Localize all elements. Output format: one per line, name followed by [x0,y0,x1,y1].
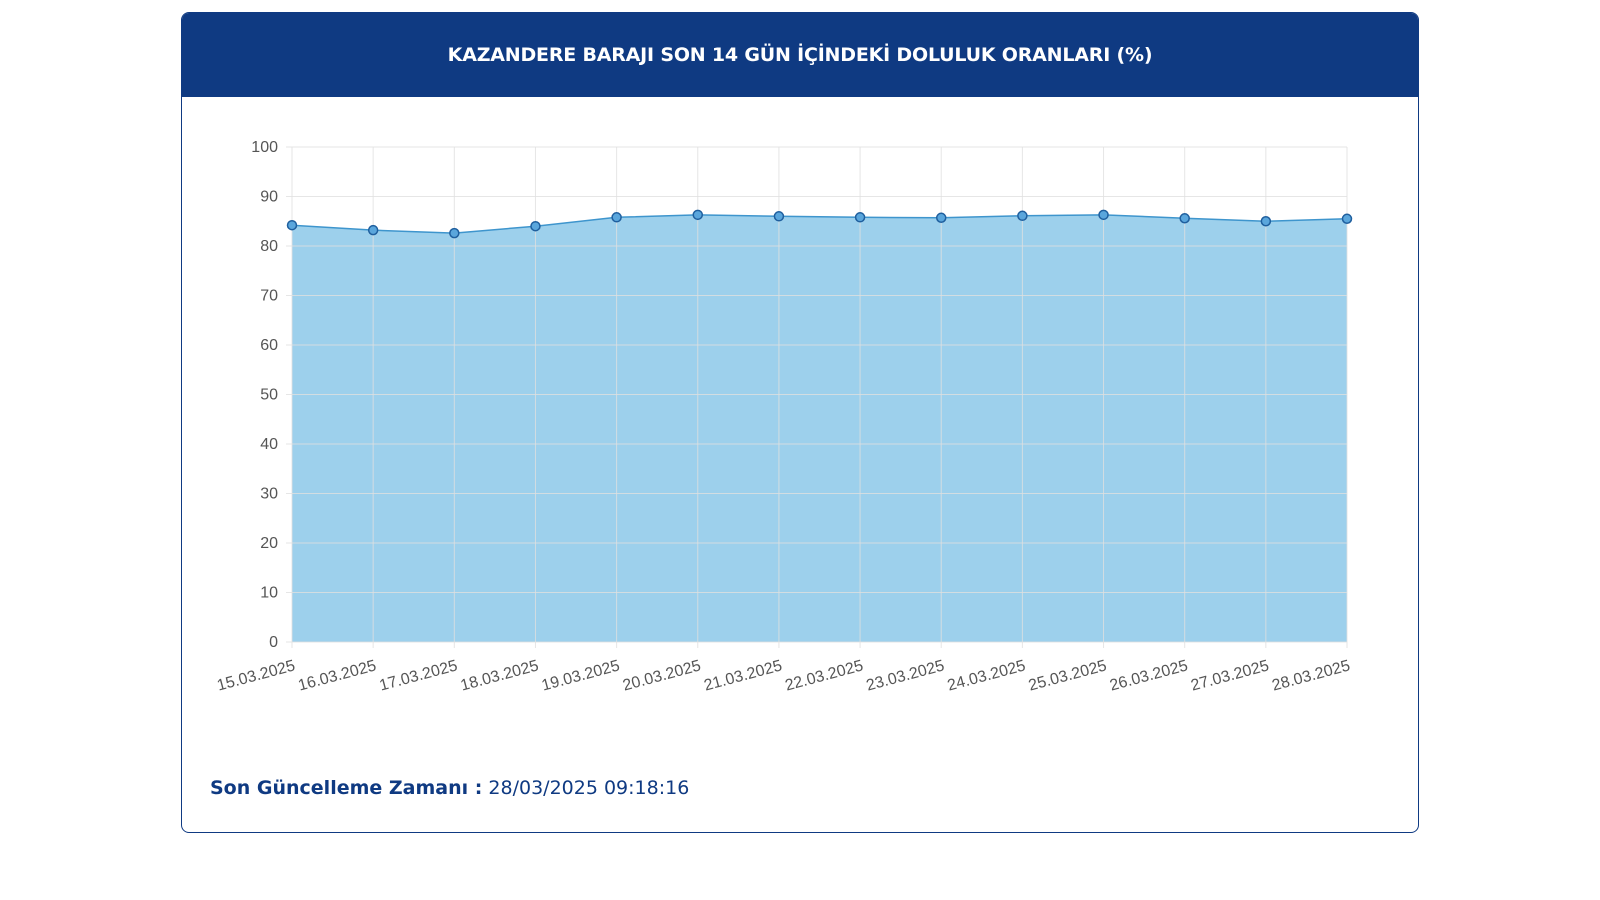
data-point [1017,210,1028,222]
y-tick-label: 100 [251,139,278,156]
last-update-label: Son Güncelleme Zamanı : [210,777,483,799]
data-point [1179,213,1190,224]
x-tick-label: 17.03.2025 [378,657,460,694]
x-tick-label: 27.03.2025 [1189,657,1271,694]
last-update: Son Güncelleme Zamanı : 28/03/2025 09:18… [210,777,689,799]
y-tick-label: 10 [260,585,278,602]
y-tick-label: 0 [269,634,278,651]
chart-title: KAZANDERE BARAJI SON 14 GÜN İÇİNDEKİ DOL… [447,44,1153,66]
y-tick-label: 60 [260,337,278,354]
data-point [935,212,947,224]
data-point [530,220,541,232]
series-line [291,214,1348,234]
x-tick-label: 20.03.2025 [621,657,703,694]
x-tick-label: 26.03.2025 [1108,657,1190,694]
fill-rate-chart: 0 10 20 30 40 50 60 70 80 90 100 15.03.2025 16.03.20… [215,139,1353,695]
x-tick-label: 16.03.2025 [296,657,378,694]
x-tick-label: 21.03.2025 [702,657,784,694]
data-point [1341,213,1353,225]
x-tick-label: 18.03.2025 [459,657,541,694]
data-point [692,209,704,221]
card-header: KAZANDERE BARAJI SON 14 GÜN İÇİNDEKİ DOL… [182,13,1418,97]
x-tick-label: 15.03.2025 [215,657,297,694]
y-tick-label: 40 [260,436,278,453]
chart-area: 0 10 20 30 40 50 60 70 80 90 100 15.03.2025 16.03.20… [182,97,1418,737]
data-point [449,227,460,239]
chart-card: KAZANDERE BARAJI SON 14 GÜN İÇİNDEKİ DOL… [181,12,1419,833]
x-tick-label: 23.03.2025 [865,657,947,694]
data-point [773,211,785,222]
y-tick-label: 70 [260,288,278,305]
y-tick-label: 50 [260,387,278,404]
data-point [286,219,298,231]
y-tick-label: 20 [260,535,278,552]
data-point [611,212,622,223]
y-tick-label: 30 [260,486,278,503]
x-tick-label: 19.03.2025 [540,657,622,694]
x-tick-label: 25.03.2025 [1027,657,1109,694]
data-point [1260,216,1272,227]
last-update-value: 28/03/2025 09:18:16 [488,777,690,799]
data-point [1098,209,1109,221]
series-area [292,214,1347,642]
x-tick-label: 24.03.2025 [946,657,1028,694]
y-tick-label: 80 [260,238,278,255]
y-tick-label: 90 [260,189,278,206]
x-tick-label: 28.03.2025 [1270,657,1352,694]
x-tick-label: 22.03.2025 [783,657,865,694]
data-point [854,212,866,223]
data-point [367,224,379,236]
